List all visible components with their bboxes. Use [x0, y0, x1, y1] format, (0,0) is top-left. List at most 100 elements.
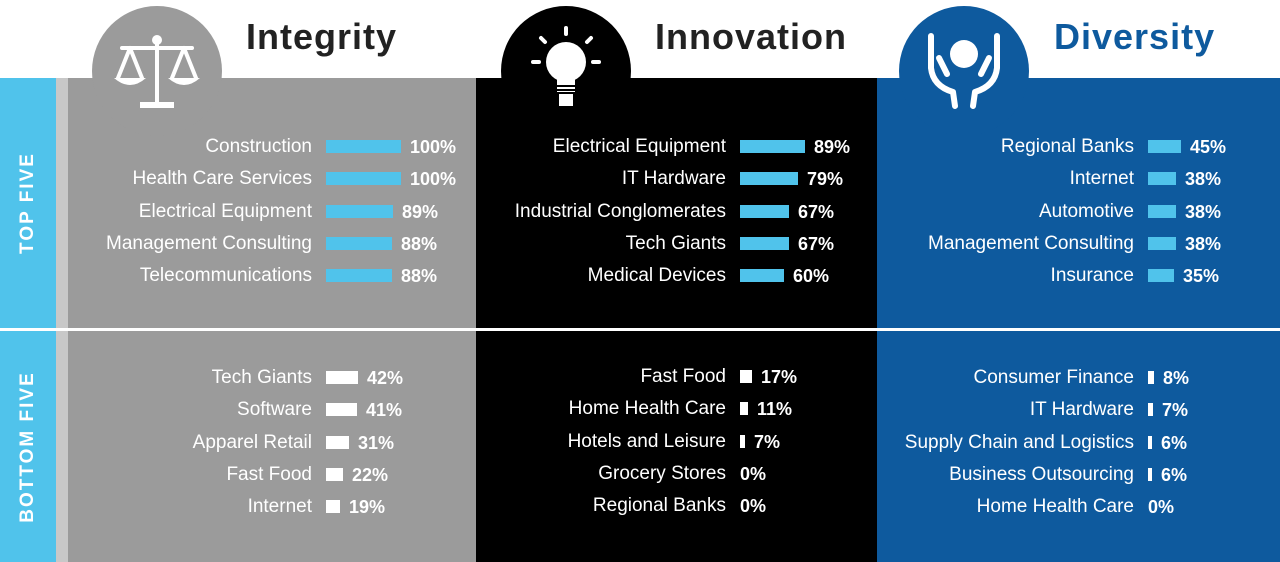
category-label: Industrial Conglomerates — [514, 201, 726, 222]
bar — [326, 371, 358, 384]
bar — [1148, 269, 1174, 282]
bar — [1148, 237, 1176, 250]
bar — [740, 205, 789, 218]
category-label: Hotels and Leisure — [567, 431, 726, 452]
integrity-title: Integrity — [246, 16, 398, 57]
value-label: 60% — [793, 266, 830, 286]
top-five-label: TOP FIVE — [17, 152, 38, 254]
category-label: Tech Giants — [625, 233, 726, 254]
bar — [1148, 172, 1176, 185]
category-label: Supply Chain and Logistics — [904, 432, 1134, 453]
value-label: 89% — [402, 202, 439, 222]
category-label: Tech Giants — [211, 367, 312, 388]
category-label: Internet — [1069, 168, 1134, 189]
bar — [740, 435, 745, 448]
bar — [1148, 205, 1176, 218]
bar — [740, 172, 798, 185]
innovation-icon-badge — [501, 6, 631, 136]
diversity-bottom-panel — [877, 331, 1280, 562]
value-label: 45% — [1190, 137, 1227, 157]
bar — [1148, 436, 1152, 449]
innovation-title: Innovation — [655, 16, 847, 57]
category-label: Internet — [247, 496, 312, 517]
bar — [740, 269, 784, 282]
category-label: Insurance — [1050, 265, 1134, 286]
hands-person-icon — [928, 33, 1000, 109]
left-divider-strip — [56, 78, 68, 328]
category-label: Electrical Equipment — [552, 136, 726, 157]
bottom-five-label: BOTTOM FIVE — [17, 370, 38, 523]
innovation-bottom-panel — [476, 331, 877, 562]
category-label: Management Consulting — [928, 233, 1134, 254]
bar — [740, 370, 752, 383]
bar — [326, 468, 343, 481]
bar — [326, 237, 392, 250]
bar — [326, 403, 357, 416]
bar — [326, 172, 401, 185]
value-label: 42% — [367, 368, 404, 388]
value-label: 6% — [1161, 433, 1188, 453]
category-label: Construction — [205, 136, 312, 157]
value-label: 38% — [1185, 202, 1222, 222]
category-label: Fast Food — [640, 366, 726, 387]
category-label: Grocery Stores — [598, 463, 726, 484]
lightbulb-icon — [531, 26, 601, 106]
left-divider-strip — [56, 331, 68, 562]
category-label: Consumer Finance — [973, 367, 1134, 388]
diversity-title: Diversity — [1054, 16, 1216, 57]
diversity-icon-badge — [899, 6, 1029, 136]
value-label: 17% — [761, 367, 798, 387]
value-label: 100% — [410, 169, 457, 189]
value-label: 100% — [410, 137, 457, 157]
value-label: 67% — [798, 202, 835, 222]
value-label: 7% — [754, 432, 781, 452]
category-label: Business Outsourcing — [949, 464, 1134, 485]
bar — [326, 140, 401, 153]
bottom-five-band: BOTTOM FIVE — [0, 331, 56, 562]
bar — [1148, 468, 1152, 481]
value-label: 35% — [1183, 266, 1220, 286]
category-label: Fast Food — [226, 464, 312, 485]
category-label: Medical Devices — [587, 265, 726, 286]
value-label: 31% — [358, 433, 395, 453]
value-label: 41% — [366, 400, 403, 420]
category-label: Home Health Care — [568, 398, 726, 419]
bar — [1148, 371, 1154, 384]
category-label: Telecommunications — [139, 265, 312, 286]
category-label: IT Hardware — [1029, 399, 1134, 420]
integrity-bottom-panel — [68, 331, 476, 562]
integrity-icon-badge — [92, 6, 222, 136]
value-label: 7% — [1162, 400, 1189, 420]
bar — [1148, 140, 1181, 153]
value-label: 88% — [401, 266, 438, 286]
bar — [1148, 403, 1153, 416]
value-label: 0% — [1148, 497, 1175, 517]
category-label: Apparel Retail — [192, 432, 312, 453]
section-divider — [0, 328, 1280, 331]
category-label: Electrical Equipment — [138, 201, 312, 222]
value-label: 19% — [349, 497, 386, 517]
bar — [740, 237, 789, 250]
category-label: Health Care Services — [132, 168, 312, 189]
value-label: 6% — [1161, 465, 1188, 485]
category-label: IT Hardware — [621, 168, 726, 189]
value-label: 67% — [798, 234, 835, 254]
category-label: Management Consulting — [106, 233, 312, 254]
value-label: 89% — [814, 137, 851, 157]
value-label: 38% — [1185, 169, 1222, 189]
bar — [326, 500, 340, 513]
category-label: Regional Banks — [1000, 136, 1134, 157]
top-five-band: TOP FIVE — [0, 78, 56, 328]
bar — [326, 436, 349, 449]
value-label: 0% — [740, 496, 767, 516]
bar — [326, 205, 393, 218]
scales-icon — [114, 35, 200, 108]
category-label: Regional Banks — [592, 495, 726, 516]
value-label: 8% — [1163, 368, 1190, 388]
category-label: Software — [237, 399, 312, 420]
bar — [740, 140, 805, 153]
bar — [326, 269, 392, 282]
value-label: 79% — [807, 169, 844, 189]
value-label: 22% — [352, 465, 389, 485]
category-label: Home Health Care — [976, 496, 1134, 517]
